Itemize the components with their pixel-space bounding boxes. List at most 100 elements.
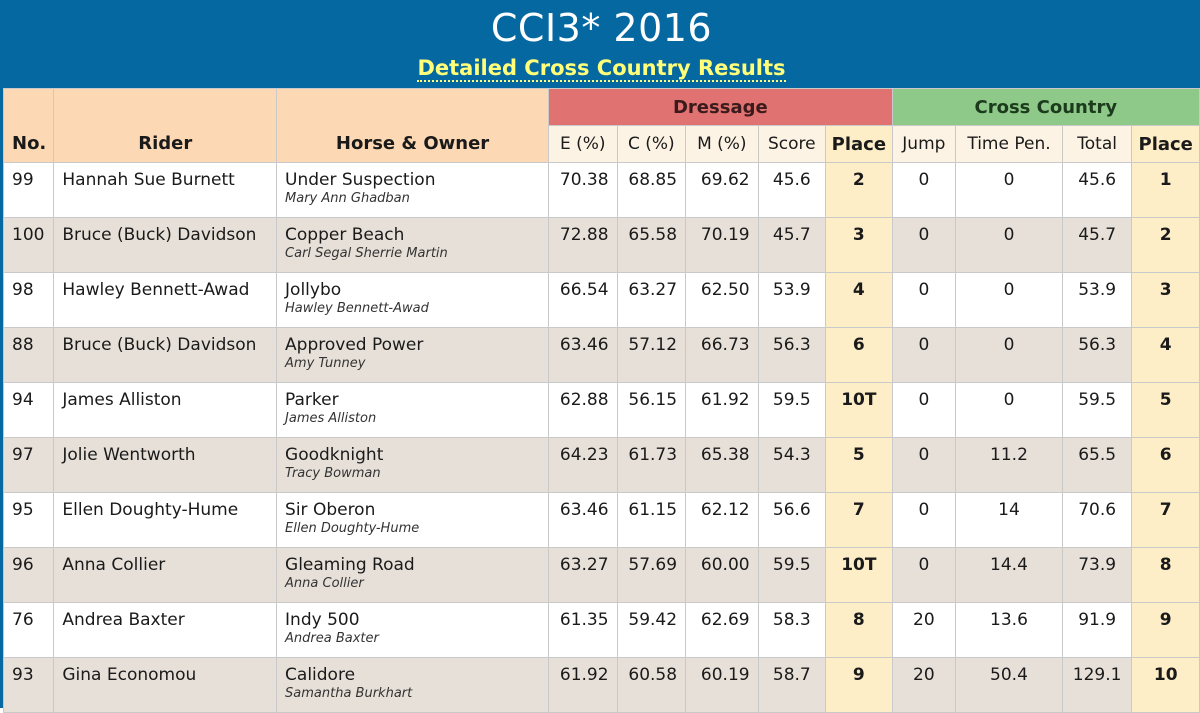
table-row: 95 Ellen Doughty-Hume Sir Oberon Ellen Doug…: [2, 492, 1200, 548]
xc-jump: 0: [891, 492, 957, 548]
results-table: No. Rider Horse & Owner Dressage Cross C…: [2, 88, 1200, 713]
xc-place: 9: [1131, 602, 1200, 658]
rider-name: Hannah Sue Burnett: [53, 162, 278, 218]
rider-name: Bruce (Buck) Davidson: [53, 217, 278, 273]
xc-place: 7: [1131, 492, 1200, 548]
horse-name: Gleaming Road: [285, 555, 415, 575]
table-row: 88 Bruce (Buck) Davidson Approved Power Amy…: [2, 327, 1200, 383]
dressage-m: 60.19: [685, 657, 759, 713]
xc-time-penalty: 0: [955, 162, 1063, 218]
xc-place: 6: [1131, 437, 1200, 493]
dressage-e: 66.54: [548, 272, 618, 328]
dressage-m: 62.69: [685, 602, 759, 658]
col-header-total: Total: [1061, 125, 1133, 163]
dressage-c: 61.15: [616, 492, 687, 548]
rider-name: Anna Collier: [53, 547, 278, 603]
subtitle-link[interactable]: Detailed Cross Country Results: [417, 56, 786, 82]
owner-name: Andrea Baxter: [285, 631, 379, 646]
dressage-score: 56.6: [757, 492, 827, 548]
rider-name: Ellen Doughty-Hume: [53, 492, 278, 548]
table-row: 100 Bruce (Buck) Davidson Copper Beach Carl…: [2, 217, 1200, 273]
xc-total: 73.9: [1061, 547, 1133, 603]
horse-owner-cell: Under Suspection Mary Ann Ghadban: [276, 162, 550, 218]
dressage-c: 68.85: [616, 162, 687, 218]
dressage-m: 62.12: [685, 492, 759, 548]
dressage-place: 10T: [825, 547, 893, 603]
rider-name: James Alliston: [53, 382, 278, 438]
col-header-time-pen: Time Pen.: [955, 125, 1063, 163]
dressage-m: 62.50: [685, 272, 759, 328]
owner-name: Mary Ann Ghadban: [285, 191, 410, 206]
dressage-place: 4: [825, 272, 893, 328]
xc-time-penalty: 0: [955, 327, 1063, 383]
horse-owner-cell: Gleaming Road Anna Collier: [276, 547, 550, 603]
col-header-dressage-place: Place: [825, 125, 893, 163]
xc-total: 53.9: [1061, 272, 1133, 328]
xc-jump: 0: [891, 327, 957, 383]
row-number: 97: [2, 437, 55, 493]
results-body: 99 Hannah Sue Burnett Under Suspection Mary…: [2, 162, 1200, 713]
page-title: CCI3* 2016: [490, 6, 713, 50]
horse-name: Calidore: [285, 665, 356, 685]
horse-name: Indy 500: [285, 610, 360, 630]
dressage-place: 9: [825, 657, 893, 713]
table-row: 93 Gina Economou Calidore Samantha Burkhart…: [2, 657, 1200, 713]
dressage-m: 60.00: [685, 547, 759, 603]
xc-jump: 0: [891, 437, 957, 493]
dressage-place: 5: [825, 437, 893, 493]
xc-jump: 0: [891, 382, 957, 438]
horse-owner-cell: Sir Oberon Ellen Doughty-Hume: [276, 492, 550, 548]
owner-name: Hawley Bennett-Awad: [285, 301, 429, 316]
dressage-score: 58.3: [757, 602, 827, 658]
dressage-e: 61.92: [548, 657, 618, 713]
xc-total: 45.6: [1061, 162, 1133, 218]
xc-total: 59.5: [1061, 382, 1133, 438]
col-header-horse-owner: Horse & Owner: [276, 88, 550, 163]
row-number: 96: [2, 547, 55, 603]
xc-jump: 0: [891, 272, 957, 328]
row-number: 76: [2, 602, 55, 658]
group-header-cross-country: Cross Country: [891, 88, 1200, 126]
dressage-c: 63.27: [616, 272, 687, 328]
dressage-score: 56.3: [757, 327, 827, 383]
dressage-m: 69.62: [685, 162, 759, 218]
owner-name: Carl Segal Sherrie Martin: [285, 246, 448, 261]
dressage-score: 58.7: [757, 657, 827, 713]
dressage-place: 3: [825, 217, 893, 273]
dressage-c: 60.58: [616, 657, 687, 713]
xc-place: 8: [1131, 547, 1200, 603]
xc-total: 56.3: [1061, 327, 1133, 383]
horse-name: Jollybo: [285, 280, 342, 300]
xc-jump: 0: [891, 547, 957, 603]
col-header-m: M (%): [685, 125, 759, 163]
rider-name: Jolie Wentworth: [53, 437, 278, 493]
row-number: 99: [2, 162, 55, 218]
dressage-place: 2: [825, 162, 893, 218]
xc-time-penalty: 11.2: [955, 437, 1063, 493]
xc-time-penalty: 14.4: [955, 547, 1063, 603]
xc-jump: 20: [891, 602, 957, 658]
dressage-c: 57.12: [616, 327, 687, 383]
dressage-e: 64.23: [548, 437, 618, 493]
table-row: 99 Hannah Sue Burnett Under Suspection Mary…: [2, 162, 1200, 218]
dressage-place: 8: [825, 602, 893, 658]
xc-place: 2: [1131, 217, 1200, 273]
row-number: 88: [2, 327, 55, 383]
group-header-dressage: Dressage: [548, 88, 893, 126]
col-header-c: C (%): [616, 125, 687, 163]
horse-name: Approved Power: [285, 335, 424, 355]
col-header-no: No.: [2, 88, 55, 163]
row-number: 93: [2, 657, 55, 713]
dressage-place: 10T: [825, 382, 893, 438]
dressage-c: 61.73: [616, 437, 687, 493]
horse-owner-cell: Goodknight Tracy Bowman: [276, 437, 550, 493]
dressage-e: 72.88: [548, 217, 618, 273]
xc-time-penalty: 50.4: [955, 657, 1063, 713]
xc-time-penalty: 0: [955, 217, 1063, 273]
dressage-m: 65.38: [685, 437, 759, 493]
row-number: 95: [2, 492, 55, 548]
horse-owner-cell: Calidore Samantha Burkhart: [276, 657, 550, 713]
xc-place: 1: [1131, 162, 1200, 218]
row-number: 94: [2, 382, 55, 438]
dressage-e: 63.46: [548, 492, 618, 548]
